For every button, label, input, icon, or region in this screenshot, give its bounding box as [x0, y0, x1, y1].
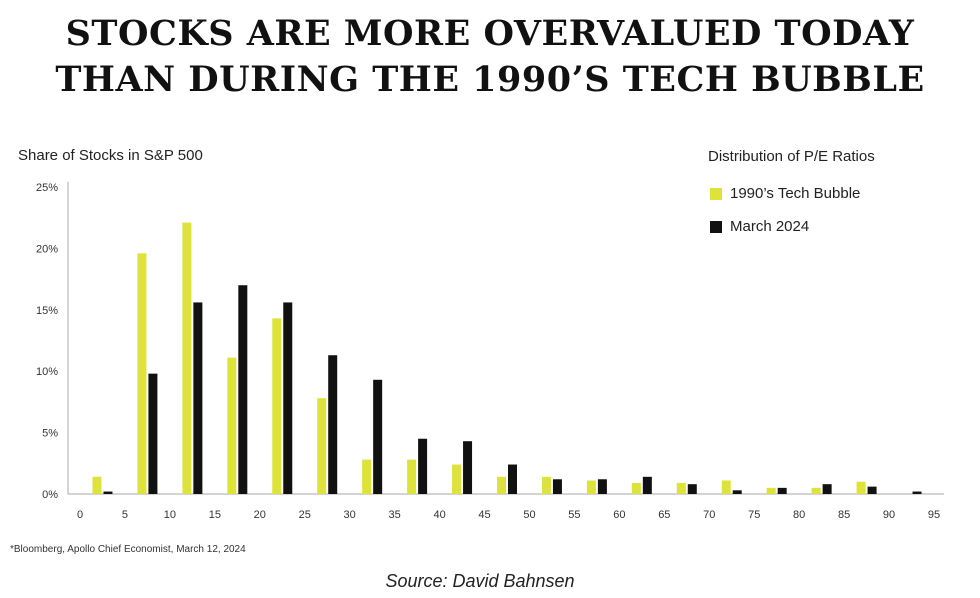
x-tick-label: 20	[254, 509, 266, 521]
bar-tech-bubble	[721, 480, 731, 494]
y-tick-label: 15%	[36, 305, 58, 317]
bar-march-2024	[418, 438, 428, 494]
bar-tech-bubble	[227, 357, 237, 494]
x-tick-label: 60	[613, 509, 625, 521]
x-tick-label: 35	[389, 509, 401, 521]
bar-tech-bubble	[676, 482, 686, 494]
x-tick-label: 15	[209, 509, 221, 521]
bar-march-2024	[597, 479, 607, 494]
bar-tech-bubble	[272, 318, 282, 494]
x-tick-label: 0	[77, 509, 83, 521]
x-tick-label: 55	[568, 509, 580, 521]
source-caption: Source: David Bahnsen	[385, 571, 575, 591]
y-tick-label: 5%	[42, 428, 58, 440]
x-tick-label: 30	[344, 509, 356, 521]
legend-label-march-2024: March 2024	[730, 218, 810, 235]
bar-tech-bubble	[92, 476, 102, 494]
bar-tech-bubble	[856, 481, 866, 494]
y-tick-label: 25%	[36, 182, 58, 194]
bar-tech-bubble	[407, 459, 417, 494]
y-axis-label: Share of Stocks in S&P 500	[18, 147, 203, 164]
bar-march-2024	[238, 285, 248, 494]
bar-tech-bubble	[766, 487, 776, 494]
bar-tech-bubble	[317, 398, 327, 494]
x-tick-label: 95	[928, 509, 940, 521]
bar-march-2024	[822, 484, 832, 494]
bar-march-2024	[328, 355, 338, 494]
bar-march-2024	[867, 486, 877, 494]
bar-tech-bubble	[182, 222, 192, 494]
bar-march-2024	[732, 490, 742, 494]
bar-tech-bubble	[631, 482, 641, 494]
bar-march-2024	[642, 476, 652, 494]
bar-tech-bubble	[452, 464, 462, 494]
x-tick-label: 75	[748, 509, 760, 521]
x-tick-label: 65	[658, 509, 670, 521]
bar-march-2024	[912, 491, 922, 494]
x-tick-label: 85	[838, 509, 850, 521]
bar-tech-bubble	[541, 476, 551, 494]
x-tick-label: 45	[478, 509, 490, 521]
y-tick-label: 10%	[36, 366, 58, 378]
legend-item-march-2024: March 2024	[710, 218, 809, 235]
x-tick-label: 50	[523, 509, 535, 521]
bar-tech-bubble	[811, 487, 821, 494]
bar-march-2024	[193, 302, 203, 494]
bar-tech-bubble	[497, 476, 506, 494]
bar-march-2024	[103, 491, 113, 494]
bar-tech-bubble	[137, 253, 147, 494]
legend-swatch-tech-bubble	[710, 187, 722, 200]
chart-title-line-1: STOCKS ARE MORE OVERVALUED TODAY	[65, 13, 915, 54]
bar-march-2024	[373, 379, 383, 494]
x-tick-label: 10	[164, 509, 176, 521]
bar-march-2024	[687, 484, 697, 494]
footnote: *Bloomberg, Apollo Chief Economist, Marc…	[10, 544, 246, 555]
bar-march-2024	[777, 487, 787, 494]
y-tick-label: 0%	[42, 489, 58, 501]
legend-item-tech-bubble: 1990’s Tech Bubble	[710, 185, 860, 202]
x-tick-label: 90	[883, 509, 895, 521]
x-tick-label: 25	[299, 509, 311, 521]
bar-march-2024	[463, 441, 473, 494]
bar-march-2024	[148, 373, 158, 494]
x-tick-label: 70	[703, 509, 715, 521]
bar-march-2024	[552, 479, 562, 494]
bar-march-2024	[508, 464, 517, 494]
x-tick-label: 80	[793, 509, 805, 521]
x-tick-label: 40	[433, 509, 445, 521]
x-tick-label: 5	[122, 509, 128, 521]
legend-swatch-march-2024	[710, 220, 722, 233]
bar-tech-bubble	[586, 480, 596, 494]
legend-title: Distribution of P/E Ratios	[708, 148, 875, 165]
legend-label-tech-bubble: 1990’s Tech Bubble	[730, 185, 861, 202]
y-tick-label: 20%	[36, 243, 58, 255]
bar-tech-bubble	[362, 459, 372, 494]
bar-march-2024	[283, 302, 293, 494]
chart-title-line-2: THAN DURING THE 1990’S TECH BUBBLE	[55, 59, 925, 100]
